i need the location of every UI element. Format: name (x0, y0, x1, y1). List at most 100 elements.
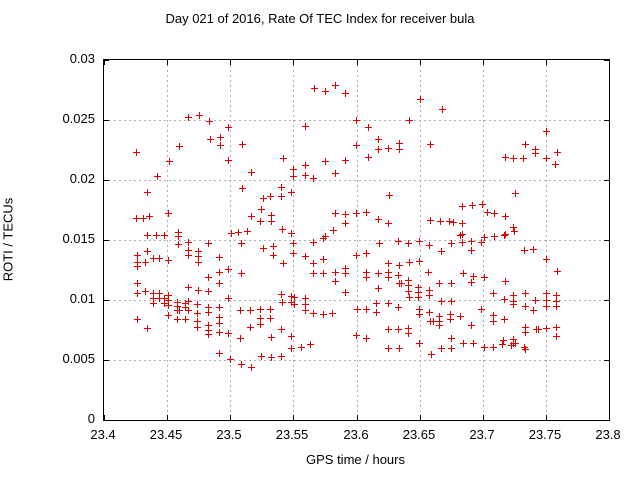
data-point-marker (375, 146, 383, 153)
x-tick-mark (167, 60, 168, 65)
data-point-marker (502, 231, 510, 238)
data-point-marker (490, 318, 498, 325)
data-point-marker (510, 301, 518, 308)
y-tick-label: 0.02 (69, 171, 95, 186)
data-point-marker (501, 232, 509, 239)
data-point-marker (510, 336, 518, 343)
data-point-marker (194, 248, 202, 255)
data-point-marker (363, 250, 371, 257)
x-tick-mark (546, 415, 547, 420)
data-point-marker (290, 250, 297, 257)
data-point-marker (268, 334, 275, 341)
data-point-marker (396, 262, 404, 269)
data-point-marker (161, 232, 168, 239)
data-point-marker (416, 340, 424, 347)
data-point-marker (375, 285, 383, 292)
data-point-marker (502, 213, 510, 220)
data-point-marker (268, 218, 275, 225)
data-point-marker (543, 256, 551, 263)
data-point-marker (342, 220, 349, 227)
data-point-marker (385, 345, 393, 352)
data-point-marker (302, 123, 309, 130)
data-point-marker (288, 299, 295, 306)
data-point-marker (244, 228, 252, 235)
data-point-marker (206, 118, 214, 125)
data-point-marker (280, 155, 287, 162)
data-point-marker (553, 292, 561, 299)
data-point-marker (217, 134, 224, 141)
data-point-marker (205, 240, 212, 247)
data-point-marker (375, 136, 383, 143)
data-point-marker (512, 340, 520, 347)
data-point-marker (194, 253, 202, 260)
data-point-marker (448, 280, 456, 287)
data-point-marker (398, 280, 406, 287)
data-point-marker (416, 311, 424, 318)
data-point-marker (216, 254, 223, 261)
data-point-marker (142, 259, 149, 266)
data-point-marker (543, 297, 551, 304)
x-tick-label: 23.5 (216, 427, 242, 442)
data-point-marker (194, 259, 202, 266)
data-point-marker (175, 233, 182, 240)
x-tick-label: 23.45 (149, 427, 183, 442)
y-tick-mark (604, 240, 609, 241)
data-point-marker (332, 170, 339, 177)
data-point-marker (278, 184, 285, 191)
data-point-marker (332, 82, 339, 89)
data-point-marker (257, 315, 265, 322)
data-point-marker (395, 238, 402, 245)
y-tick-mark (104, 360, 109, 361)
data-point-marker (185, 252, 192, 259)
data-point-marker (175, 241, 182, 248)
data-point-marker (439, 106, 447, 113)
data-point-marker (457, 313, 465, 320)
data-point-marker (481, 234, 489, 241)
data-point-marker (520, 155, 527, 162)
data-point-marker (165, 210, 172, 217)
data-point-marker (552, 161, 560, 168)
data-point-marker (238, 270, 245, 277)
data-point-marker (342, 157, 349, 164)
data-point-marker (376, 240, 384, 247)
data-point-marker (457, 232, 465, 239)
data-point-marker (448, 298, 456, 305)
data-point-marker (342, 90, 349, 97)
data-point-marker (142, 288, 149, 295)
data-point-marker (279, 299, 286, 306)
data-point-marker (522, 346, 530, 353)
x-tick-label: 23.55 (275, 427, 309, 442)
x-tick-mark (230, 60, 231, 65)
data-point-marker (532, 297, 540, 304)
data-point-marker (320, 235, 328, 242)
data-point-marker (290, 240, 297, 247)
data-point-marker (280, 260, 287, 267)
data-point-marker (268, 212, 275, 219)
x-tick-label: 23.8 (595, 427, 621, 442)
data-point-marker (320, 270, 328, 277)
data-point-marker (535, 326, 543, 333)
data-point-marker (521, 344, 528, 351)
data-point-marker (468, 247, 476, 254)
data-point-marker (438, 298, 446, 305)
data-point-marker (278, 193, 285, 200)
data-point-marker (174, 303, 181, 310)
data-point-marker (353, 252, 361, 259)
data-point-marker (437, 218, 445, 225)
data-point-marker (330, 227, 337, 234)
data-point-marker (426, 242, 434, 249)
data-point-marker (260, 195, 267, 202)
data-point-marker (353, 117, 361, 124)
y-tick-mark (604, 360, 609, 361)
data-point-marker (405, 288, 413, 295)
data-point-marker (302, 295, 309, 302)
data-point-marker (161, 300, 168, 307)
data-point-marker (310, 239, 317, 246)
data-point-marker (225, 266, 232, 273)
data-point-marker (405, 240, 413, 247)
data-point-marker (134, 263, 141, 270)
data-point-marker (426, 309, 434, 316)
data-point-marker (501, 316, 509, 323)
data-point-marker (257, 218, 265, 225)
data-point-marker (165, 297, 172, 304)
